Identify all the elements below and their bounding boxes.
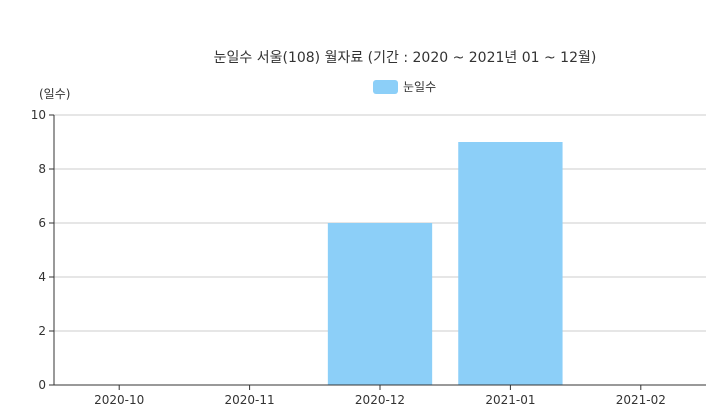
legend-swatch (373, 80, 398, 94)
x-tick-label: 2021-02 (616, 393, 666, 406)
x-tick-label: 2020-11 (225, 393, 275, 406)
legend-label: 눈일수 (403, 80, 436, 94)
y-tick-label: 10 (31, 108, 46, 122)
bar-2020-12[interactable] (327, 223, 433, 385)
legend[interactable]: 눈일수 (373, 80, 436, 94)
chart-title: 눈일수 서울(108) 월자료 (기간 : 2020 ~ 2021년 01 ~ … (214, 50, 597, 66)
y-tick-label: 0 (38, 378, 46, 392)
y-axis-ticks: 0 2 4 6 8 10 (31, 108, 54, 392)
x-tick-label: 2021-01 (485, 393, 535, 406)
x-axis-ticks: 2020-10 2020-11 2020-12 2021-01 2021-02 (94, 385, 666, 406)
y-tick-label: 6 (38, 216, 46, 230)
bar-2021-01[interactable] (458, 142, 563, 385)
y-tick-label: 4 (38, 270, 46, 284)
x-tick-label: 2020-10 (94, 393, 144, 406)
x-tick-label: 2020-12 (355, 393, 405, 406)
bars (327, 142, 563, 385)
y-axis-label: (일수) (39, 87, 70, 101)
y-tick-label: 2 (38, 324, 46, 338)
y-tick-label: 8 (38, 162, 46, 176)
